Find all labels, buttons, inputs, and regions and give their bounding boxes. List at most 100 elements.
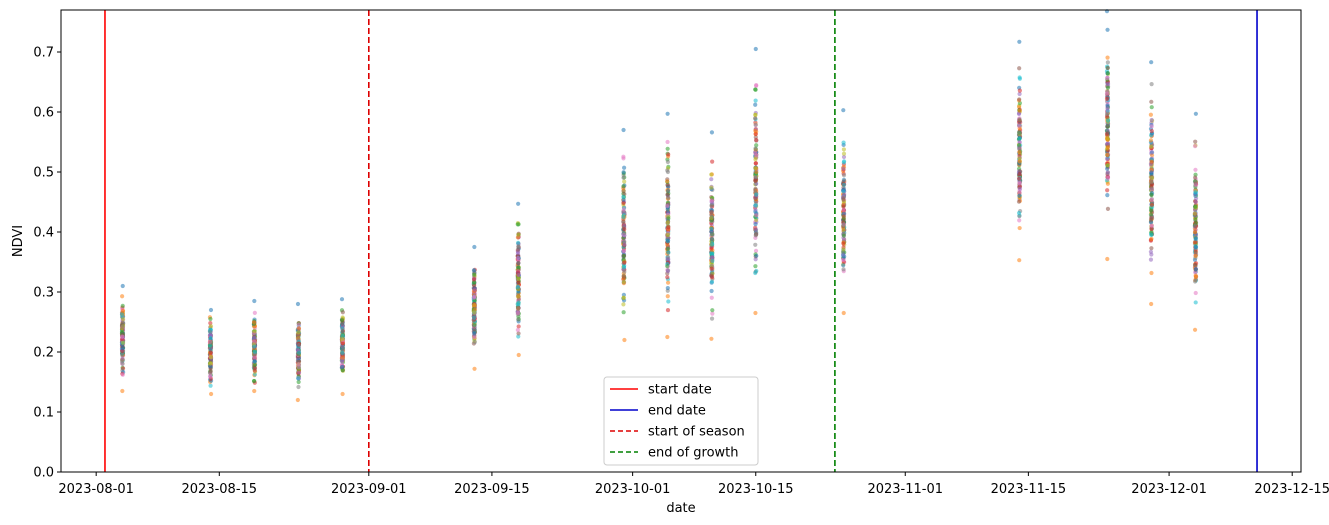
data-point: [471, 315, 477, 320]
data-point: [1193, 267, 1198, 272]
data-point: [665, 220, 670, 225]
data-point: [1017, 156, 1022, 161]
data-point: [841, 159, 847, 164]
data-point: [754, 170, 759, 175]
data-point: [1017, 91, 1022, 97]
data-point: [1105, 188, 1110, 193]
observation-2023-08-19: [251, 298, 258, 394]
data-point: [709, 266, 714, 271]
data-point: [296, 365, 301, 370]
data-point: [120, 334, 125, 339]
data-point: [120, 309, 126, 314]
data-point: [709, 203, 714, 208]
data-point: [753, 196, 758, 201]
data-point: [621, 154, 626, 159]
data-point: [208, 355, 214, 360]
data-point: [296, 350, 302, 355]
data-point: [709, 198, 714, 203]
observation-2023-10-10: [709, 130, 715, 341]
data-point: [515, 294, 521, 299]
data-point: [119, 312, 125, 317]
data-point: [1105, 123, 1110, 128]
data-point: [1104, 96, 1110, 102]
data-point: [340, 391, 345, 397]
data-point: [1149, 202, 1155, 207]
data-point: [516, 232, 521, 237]
data-point: [1149, 192, 1154, 198]
data-point: [295, 301, 301, 307]
data-point: [1193, 290, 1198, 296]
data-point: [622, 337, 627, 343]
data-point: [621, 200, 626, 206]
data-point: [621, 279, 627, 284]
y-tick-label: 0.7: [33, 46, 54, 61]
points-layer: [119, 9, 1199, 403]
data-point: [120, 283, 125, 289]
observation-2023-08-14: [207, 307, 214, 397]
data-point: [1016, 111, 1022, 117]
data-point: [296, 342, 301, 348]
y-tick-label: 0.5: [33, 166, 54, 181]
data-point: [1148, 138, 1154, 143]
data-point: [472, 335, 477, 340]
data-point: [208, 383, 213, 388]
data-point: [665, 275, 670, 280]
data-point: [1192, 279, 1198, 284]
data-point: [753, 264, 758, 269]
data-point: [1193, 175, 1198, 180]
data-point: [753, 112, 758, 117]
data-point: [1149, 223, 1154, 228]
data-point: [841, 108, 846, 113]
data-point: [1016, 199, 1022, 204]
data-point: [841, 182, 847, 187]
data-point: [1193, 236, 1198, 241]
observation-2023-12-04: [1192, 111, 1199, 332]
data-point: [754, 138, 759, 143]
data-point: [841, 241, 846, 246]
data-point: [841, 189, 846, 194]
data-point: [1105, 81, 1111, 87]
y-tick-label: 0.3: [33, 286, 54, 301]
data-point: [208, 361, 213, 366]
data-point: [1149, 246, 1154, 251]
legend-label: end of growth: [648, 446, 739, 461]
data-point: [1149, 144, 1154, 149]
data-point: [1105, 193, 1110, 198]
data-point: [710, 232, 715, 237]
data-point: [472, 287, 477, 292]
data-point: [709, 177, 714, 182]
data-point: [340, 344, 345, 349]
data-point: [709, 288, 714, 294]
data-point: [666, 299, 671, 304]
data-point: [622, 260, 627, 265]
data-point: [665, 280, 671, 285]
data-point: [1148, 208, 1154, 213]
x-tick-label: 2023-11-01: [867, 482, 943, 497]
data-point: [621, 184, 626, 189]
data-point: [208, 321, 213, 326]
data-point: [208, 316, 213, 322]
data-point: [1105, 60, 1110, 65]
data-point: [1149, 186, 1154, 191]
data-point: [622, 231, 627, 236]
data-point: [666, 152, 671, 157]
data-point: [1017, 123, 1022, 128]
data-point: [1149, 129, 1154, 134]
data-point: [753, 222, 758, 227]
data-point: [1193, 223, 1198, 228]
data-point: [208, 350, 213, 355]
data-point: [665, 285, 670, 291]
data-point: [665, 204, 670, 209]
data-point: [120, 317, 126, 322]
data-point: [296, 379, 301, 385]
data-point: [1017, 190, 1022, 195]
data-point: [295, 397, 300, 403]
data-point: [621, 248, 627, 254]
data-point: [120, 352, 125, 357]
data-point: [1149, 82, 1154, 87]
data-point: [665, 334, 670, 340]
data-point: [1105, 166, 1110, 171]
data-point: [1193, 253, 1198, 258]
data-point: [621, 310, 626, 315]
data-point: [665, 179, 670, 184]
